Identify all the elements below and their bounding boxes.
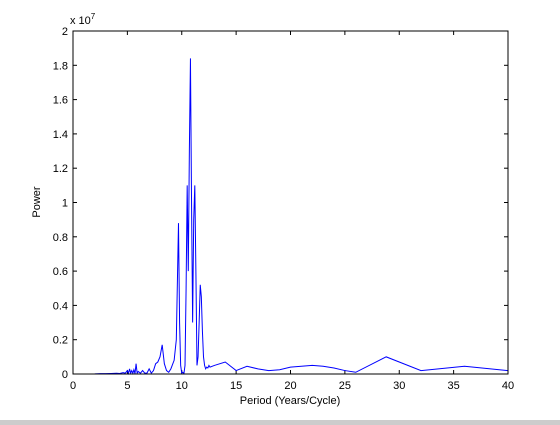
y-tick-label: 1.6 [53, 95, 68, 107]
x-tick-label: 30 [393, 380, 405, 392]
plot-area-frame [72, 30, 509, 375]
x-tick-label: 5 [124, 380, 130, 392]
y-axis: 0 0.2 0.4 0.6 0.8 1 1.2 1.4 1.6 1.8 2 [53, 26, 508, 381]
x-tick-label: 0 [70, 380, 76, 392]
y-tick-label: 2 [62, 26, 68, 38]
y-tick-label: 0.6 [53, 266, 68, 278]
y-tick-label: 0 [62, 369, 68, 381]
y-tick-label: 0.8 [53, 232, 68, 244]
x-tick-label: 40 [502, 380, 514, 392]
y-tick-label: 1.2 [53, 163, 68, 175]
x-tick-label: 15 [230, 380, 242, 392]
y-tick-label: 1.4 [53, 129, 68, 141]
y-tick-label: 0.2 [53, 335, 68, 347]
y-tick-label: 0.4 [53, 300, 68, 312]
x-axis-label: Period (Years/Cycle) [240, 395, 340, 407]
y-tick-label: 1 [62, 198, 68, 210]
x-tick-label: 20 [284, 380, 296, 392]
power-spectrum-line [94, 58, 509, 375]
y-tick-label: 1.8 [53, 60, 68, 72]
x-tick-label: 10 [176, 380, 188, 392]
x-tick-label: 35 [448, 380, 460, 392]
y-exponent-label: x 107 [70, 12, 96, 27]
x-axis: 0 5 10 15 20 25 30 35 40 [70, 31, 514, 392]
x-tick-label: 25 [339, 380, 351, 392]
y-axis-label: Power [31, 186, 43, 218]
